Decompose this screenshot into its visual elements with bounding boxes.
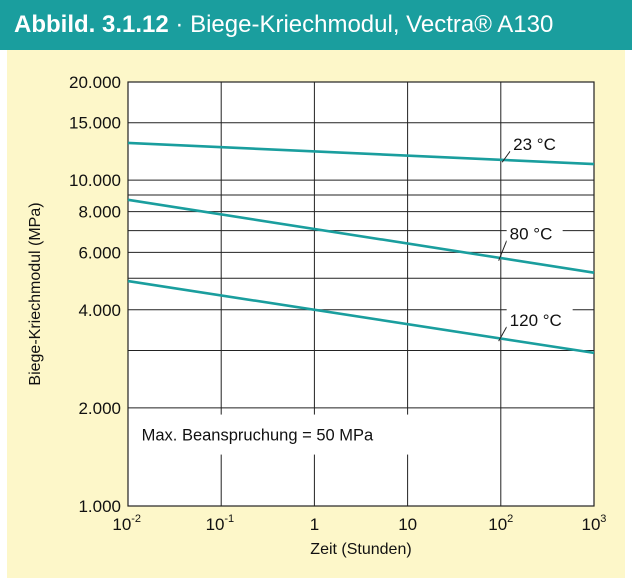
header-separator: · [175, 11, 184, 38]
annotation-text: Max. Beanspruchung = 50 MPa [142, 427, 374, 445]
y-tick-label: 4.000 [78, 301, 121, 320]
series-label-leader [501, 150, 511, 163]
series-label: 80 °C [510, 225, 553, 244]
figure-title: Biege-Kriechmodul, Vectra® A130 [190, 11, 554, 38]
y-axis-title: Biege-Kriechmodul (MPa) [27, 202, 44, 385]
y-tick-label: 10.000 [69, 171, 121, 190]
series-label: 120 °C [510, 311, 562, 330]
y-tick-label: 1.000 [78, 497, 121, 516]
x-tick-base: 10 [488, 515, 507, 534]
figure-header: Abbild. 3.1.12 · Biege-Kriechmodul, Vect… [0, 0, 632, 50]
x-tick-base: 1 [310, 515, 319, 534]
y-tick-label: 2.000 [78, 399, 121, 418]
x-tick-base: 10 [206, 515, 225, 534]
y-tick-label: 8.000 [78, 203, 121, 222]
x-tick-base: 10 [582, 515, 601, 534]
x-tick-exponent: 2 [507, 513, 513, 525]
series-label-bg [506, 308, 573, 331]
series-label-leader [498, 326, 508, 342]
x-axis-title: Zeit (Stunden) [310, 541, 411, 558]
x-tick-exponent: 3 [600, 513, 606, 525]
figure-label: Abbild. 3.1.12 [14, 11, 169, 38]
series-line [127, 141, 595, 166]
series-line [127, 198, 595, 274]
series-label-bg [510, 133, 567, 156]
y-tick-label: 15.000 [69, 114, 121, 133]
series-label: 23 °C [513, 135, 556, 154]
series-line [127, 279, 595, 355]
y-tick-label: 6.000 [78, 243, 121, 262]
x-tick-base: 10 [398, 515, 417, 534]
y-tick-label: 20.000 [69, 73, 121, 92]
annotation-bg [138, 414, 437, 455]
series-label-bg [506, 222, 563, 245]
series-label-leader [498, 240, 508, 261]
plot-frame [127, 81, 595, 507]
x-tick-base: 10 [112, 515, 131, 534]
x-tick-exponent: -1 [224, 513, 234, 525]
x-tick-exponent: -2 [131, 513, 141, 525]
